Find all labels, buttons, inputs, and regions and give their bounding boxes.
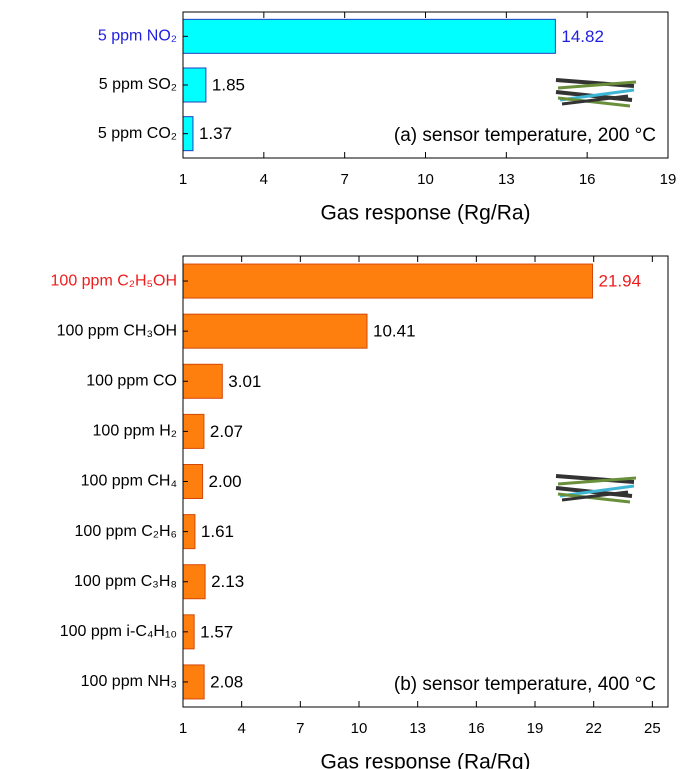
annotation: (a) sensor temperature, 200 °C bbox=[394, 125, 656, 146]
value-label: 1.85 bbox=[212, 75, 245, 94]
bar bbox=[183, 364, 222, 398]
x-tick-label: 7 bbox=[340, 171, 348, 188]
x-tick-label: 25 bbox=[644, 720, 661, 737]
figure: 5 ppm NO₂ 14.82 5 ppm SO₂ 1.85 5 ppm CO₂ 1.37… bbox=[0, 0, 685, 769]
x-tick-label: 4 bbox=[260, 171, 268, 188]
x-tick-label: 7 bbox=[296, 720, 304, 737]
value-label: 1.61 bbox=[201, 522, 234, 541]
x-tick-label: 19 bbox=[527, 720, 544, 737]
category-label: 100 ppm CH₃OH bbox=[57, 322, 177, 339]
x-axis-label: Gas response (Ra/Rg) bbox=[320, 751, 530, 769]
x-tick-label: 1 bbox=[179, 171, 187, 188]
category-label: 100 ppm C₃H₈ bbox=[74, 573, 177, 590]
category-label: 100 ppm C₂H₅OH bbox=[51, 272, 177, 289]
x-tick-label: 13 bbox=[498, 171, 515, 188]
value-label: 14.82 bbox=[561, 27, 604, 46]
value-label: 2.07 bbox=[210, 422, 243, 441]
value-label: 2.00 bbox=[209, 472, 242, 491]
annotation: (b) sensor temperature, 400 °C bbox=[394, 674, 656, 695]
value-label: 1.37 bbox=[199, 124, 232, 143]
nanowire-icon bbox=[556, 474, 636, 502]
value-label: 2.08 bbox=[210, 672, 243, 691]
x-tick-label: 22 bbox=[585, 720, 602, 737]
x-axis-label: Gas response (Rg/Ra) bbox=[320, 202, 530, 225]
x-tick-label: 16 bbox=[579, 171, 596, 188]
x-tick-label: 4 bbox=[237, 720, 245, 737]
x-tick-label: 16 bbox=[468, 720, 485, 737]
bar bbox=[183, 19, 555, 53]
value-label: 10.41 bbox=[373, 322, 416, 341]
value-label: 2.13 bbox=[211, 572, 244, 591]
value-label: 1.57 bbox=[200, 622, 233, 641]
x-tick-label: 19 bbox=[660, 171, 677, 188]
category-label: 100 ppm CH₄ bbox=[81, 473, 177, 490]
bar bbox=[183, 264, 593, 298]
value-label: 3.01 bbox=[228, 372, 261, 391]
category-label: 5 ppm CO₂ bbox=[98, 125, 177, 142]
x-tick-label: 10 bbox=[417, 171, 434, 188]
category-label: 100 ppm C₂H₆ bbox=[75, 523, 177, 540]
x-tick-label: 10 bbox=[351, 720, 368, 737]
category-label: 5 ppm NO₂ bbox=[98, 28, 177, 45]
category-label: 100 ppm NH₃ bbox=[81, 673, 177, 690]
x-tick-label: 13 bbox=[409, 720, 426, 737]
category-label: 100 ppm CO bbox=[86, 372, 177, 389]
nanowire-icon bbox=[556, 78, 636, 106]
category-label: 5 ppm SO₂ bbox=[99, 76, 177, 93]
bar bbox=[183, 314, 367, 348]
category-label: 100 ppm H₂ bbox=[93, 423, 177, 440]
x-tick-label: 1 bbox=[179, 720, 187, 737]
category-label: 100 ppm i-C₄H₁₀ bbox=[60, 623, 177, 640]
value-label: 21.94 bbox=[599, 272, 642, 291]
